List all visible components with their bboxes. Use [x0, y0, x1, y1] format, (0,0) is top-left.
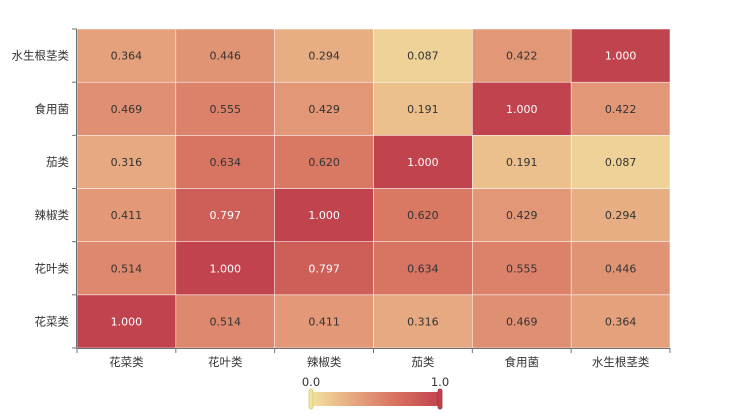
heatmap-cell[interactable] [76, 81, 177, 136]
cell-value-label: 1.000 [111, 315, 143, 328]
cell-value-label: 0.634 [407, 262, 439, 275]
cell-value-label: 0.411 [111, 209, 143, 222]
cell-value-label: 0.797 [210, 209, 242, 222]
cell-value-label: 0.294 [308, 50, 340, 63]
cell-value-label: 0.411 [308, 315, 340, 328]
cell-value-label: 0.514 [111, 262, 143, 275]
heatmap-cell[interactable] [175, 135, 275, 189]
heatmap-cells: 1.000 0.514 0.411 0.316 0.469 0.364 0.514 1.000… [76, 28, 671, 349]
heatmap-cell[interactable] [274, 135, 374, 189]
heatmap-cell[interactable] [472, 135, 572, 189]
cell-value-label: 0.316 [407, 315, 439, 328]
cell-value-label: 0.294 [605, 209, 637, 222]
visual-map-max-handle[interactable] [437, 388, 443, 410]
cell-value-label: 0.620 [308, 156, 340, 169]
cell-value-label: 0.797 [308, 262, 340, 275]
cell-value-label: 0.316 [111, 156, 143, 169]
cell-value-label: 1.000 [210, 262, 242, 275]
x-tick-label: 茄类 [411, 355, 434, 369]
cell-value-label: 0.620 [407, 209, 439, 222]
heatmap-cell[interactable] [570, 81, 671, 136]
heatmap-cell[interactable] [274, 81, 374, 136]
visual-map-max-label: 1.0 [431, 375, 449, 389]
heatmap-cell[interactable] [472, 294, 572, 349]
cell-value-label: 0.555 [210, 103, 242, 116]
visual-map-bar[interactable] [311, 392, 440, 406]
heatmap-cell[interactable] [76, 188, 177, 242]
x-tick-label: 花叶类 [208, 355, 243, 369]
cell-value-label: 0.422 [506, 50, 538, 63]
cell-value-label: 0.191 [506, 156, 538, 169]
cell-value-label: 0.446 [605, 262, 637, 275]
heatmap-cell[interactable] [570, 188, 671, 242]
heatmap-cell[interactable] [373, 294, 473, 349]
heatmap-cell[interactable] [76, 28, 177, 83]
cell-value-label: 0.469 [506, 315, 538, 328]
y-tick-label: 水生根茎类 [12, 49, 70, 63]
heatmap-cell[interactable] [76, 294, 177, 349]
cell-value-label: 0.634 [210, 156, 242, 169]
x-tick-label: 水生根茎类 [592, 355, 650, 369]
y-tick-label: 茄类 [46, 155, 69, 169]
cell-value-label: 1.000 [407, 156, 439, 169]
x-tick-label: 辣椒类 [307, 355, 342, 369]
heatmap-cell[interactable] [472, 188, 572, 242]
cell-value-label: 0.429 [308, 103, 340, 116]
cell-value-label: 1.000 [506, 103, 538, 116]
cell-value-label: 0.469 [111, 103, 143, 116]
cell-value-label: 0.087 [407, 50, 439, 63]
heatmap-cell[interactable] [175, 294, 275, 349]
heatmap-cell[interactable] [570, 294, 671, 349]
heatmap-cell[interactable] [570, 28, 671, 83]
y-tick-label: 花菜类 [35, 314, 70, 328]
heatmap-cell[interactable] [373, 241, 473, 296]
x-tick-label: 食用菌 [505, 355, 540, 369]
heatmap-cell[interactable] [274, 188, 374, 242]
heatmap-cell[interactable] [570, 135, 671, 189]
cell-value-label: 0.087 [605, 156, 637, 169]
cell-value-label: 0.191 [407, 103, 439, 116]
cell-value-label: 1.000 [605, 50, 637, 63]
heatmap-cell[interactable] [472, 81, 572, 136]
heatmap-cell[interactable] [76, 135, 177, 189]
cell-value-label: 0.364 [111, 50, 143, 63]
cell-value-label: 1.000 [308, 209, 340, 222]
visual-map[interactable]: 0.0 1.0 [302, 375, 449, 410]
x-tick-label: 花菜类 [109, 355, 144, 369]
heatmap-cell[interactable] [175, 241, 275, 296]
cell-value-label: 0.422 [605, 103, 637, 116]
heatmap-cell[interactable] [472, 28, 572, 83]
heatmap-cell[interactable] [373, 188, 473, 242]
heatmap-cell[interactable] [274, 241, 374, 296]
heatmap-cell[interactable] [76, 241, 177, 296]
heatmap-cell[interactable] [373, 81, 473, 136]
visual-map-min-handle[interactable] [308, 388, 314, 410]
cell-value-label: 0.446 [210, 50, 242, 63]
heatmap-cell[interactable] [570, 241, 671, 296]
y-tick-label: 辣椒类 [35, 208, 70, 222]
y-tick-label: 食用菌 [35, 102, 70, 116]
cell-value-label: 0.429 [506, 209, 538, 222]
heatmap-cell[interactable] [373, 28, 473, 83]
cell-value-label: 0.514 [210, 315, 242, 328]
cell-value-label: 0.555 [506, 262, 538, 275]
visual-map-min-label: 0.0 [302, 375, 320, 389]
y-tick-label: 花叶类 [35, 261, 70, 275]
cell-value-label: 0.364 [605, 315, 637, 328]
